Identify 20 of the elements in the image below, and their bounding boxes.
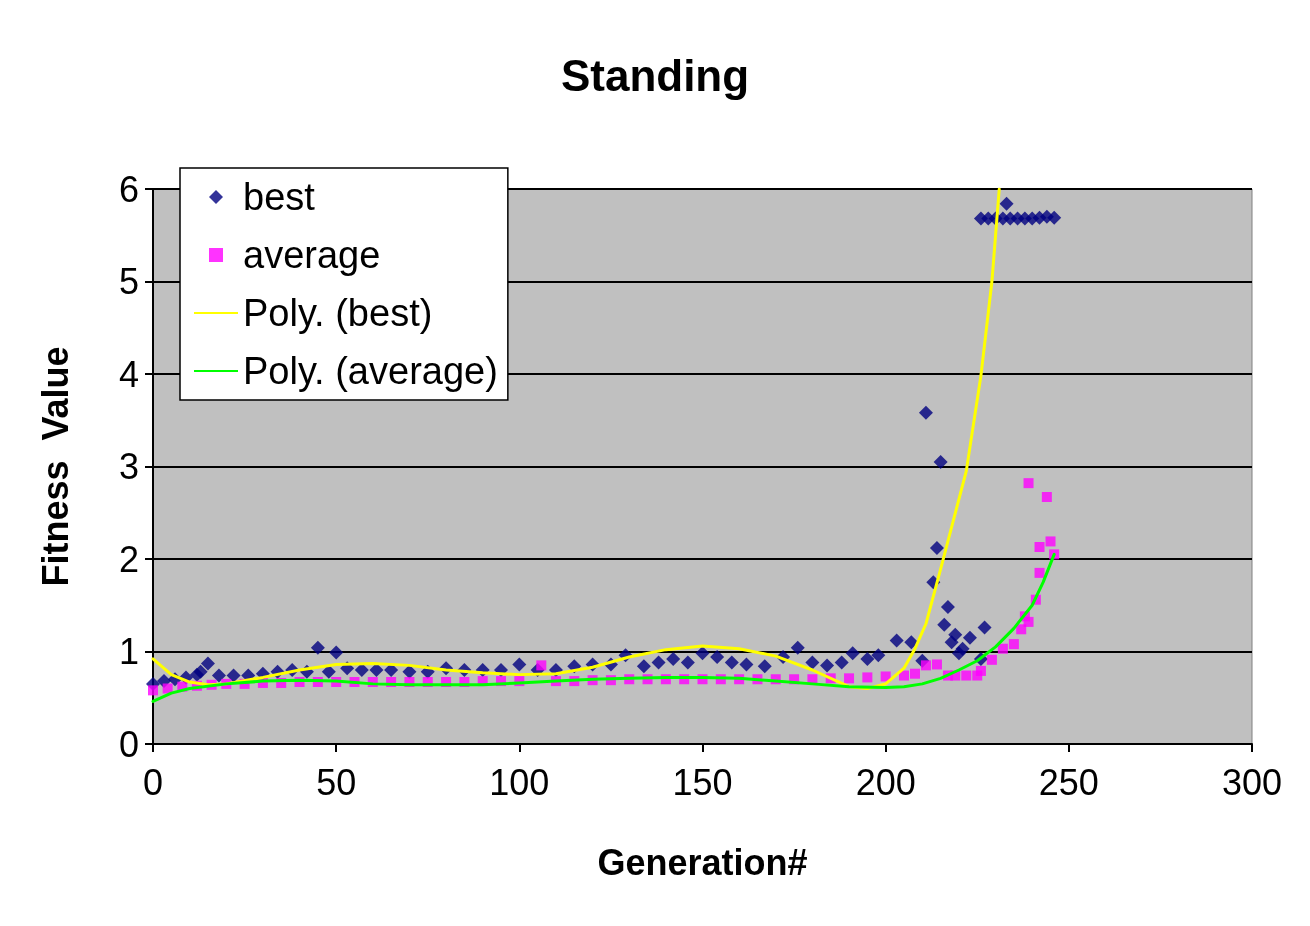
chart-title: Standing bbox=[560, 50, 750, 100]
legend-label: best bbox=[243, 176, 316, 218]
y-axis-title: Fitness Value bbox=[34, 346, 76, 587]
y-tick-label: 0 bbox=[118, 723, 139, 765]
x-axis-title: Generation# bbox=[597, 841, 808, 883]
x-tick-label: 250 bbox=[1038, 761, 1099, 803]
x-tick-label: 200 bbox=[855, 761, 916, 803]
legend-label: Poly. (best) bbox=[243, 292, 433, 334]
y-tick-label: 3 bbox=[118, 446, 139, 487]
x-tick-label: 150 bbox=[672, 761, 733, 803]
legend-label: Poly. (average) bbox=[243, 350, 498, 392]
x-tick-label: 100 bbox=[489, 761, 550, 803]
x-tick-label: 300 bbox=[1221, 761, 1283, 803]
y-tick-label: 1 bbox=[118, 631, 139, 672]
legend-label: average bbox=[243, 234, 381, 276]
x-tick-label: 50 bbox=[316, 761, 357, 803]
y-tick-label: 2 bbox=[118, 538, 139, 580]
y-tick-label: 4 bbox=[118, 353, 139, 395]
y-tick-label: 6 bbox=[118, 168, 139, 210]
y-tick-label: 5 bbox=[118, 261, 139, 302]
